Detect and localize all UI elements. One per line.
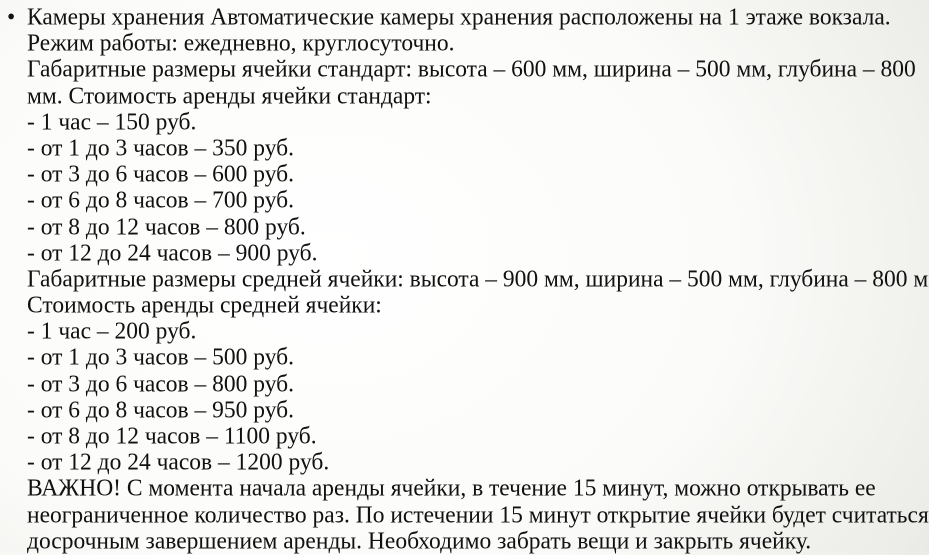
text-line-content: - от 1 до 3 часов – 500 руб. <box>27 343 294 372</box>
text-line-content: - от 8 до 12 часов – 800 руб. <box>27 212 306 241</box>
text-line: Режим работы: ежедневно, круглосуточно. <box>0 30 929 57</box>
text-line: - от 6 до 8 часов – 950 руб. <box>0 396 929 423</box>
text-line-content: Стоимость аренды средней ячейки: <box>27 291 382 319</box>
text-line-content: - 1 час – 200 руб. <box>27 317 197 345</box>
text-line: - от 3 до 6 часов – 600 руб. <box>0 160 929 187</box>
text-line: - 1 час – 200 руб. <box>0 318 929 345</box>
text-line-content: мм. Стоимость аренды ячейки стандарт: <box>27 81 432 110</box>
text-line: Габаритные размеры ячейки стандарт: высо… <box>0 56 929 83</box>
text-line: ВАЖНО! С момента начала аренды ячейки, в… <box>0 475 929 502</box>
text-line: неограниченное количество раз. По истече… <box>0 501 929 528</box>
text-line: - 1 час – 150 руб. <box>0 108 929 135</box>
bullet-icon: • <box>7 3 16 31</box>
text-line: • Камеры хранения Автоматические камеры … <box>0 3 929 30</box>
text-line-content: неограниченное количество раз. По истече… <box>27 500 929 529</box>
text-line-content: - от 6 до 8 часов – 950 руб. <box>27 396 294 424</box>
text-line: - от 12 до 24 часов – 900 руб. <box>0 239 929 266</box>
text-line: мм. Стоимость аренды ячейки стандарт: <box>0 82 929 109</box>
text-line-content: Габаритные размеры ячейки стандарт: высо… <box>27 55 916 84</box>
text-line-content: Габаритные размеры средней ячейки: высот… <box>27 265 929 293</box>
text-line: - от 8 до 12 часов – 1100 руб. <box>0 422 929 449</box>
text-line: - от 12 до 24 часов – 1200 руб. <box>0 449 929 476</box>
text-line-content: досрочным завершением аренды. Необходимо… <box>27 527 812 555</box>
text-line-content: - от 1 до 3 часов – 350 руб. <box>27 134 294 162</box>
document-body: • Камеры хранения Автоматические камеры … <box>0 3 929 554</box>
text-line: - от 6 до 8 часов – 700 руб. <box>0 187 929 214</box>
text-line-content: Камеры хранения Автоматические камеры хр… <box>27 3 891 31</box>
text-line: - от 3 до 6 часов – 800 руб. <box>0 370 929 397</box>
text-line-content: - 1 час – 150 руб. <box>27 108 197 136</box>
text-line: Стоимость аренды средней ячейки: <box>0 291 929 318</box>
text-line: - от 8 до 12 часов – 800 руб. <box>0 213 929 240</box>
text-line-content: - от 3 до 6 часов – 800 руб. <box>27 369 294 398</box>
text-line-content: - от 6 до 8 часов – 700 руб. <box>27 186 294 214</box>
text-line-content: - от 12 до 24 часов – 900 руб. <box>27 239 318 267</box>
text-line: - от 1 до 3 часов – 350 руб. <box>0 134 929 161</box>
text-line-content: - от 3 до 6 часов – 600 руб. <box>27 160 294 188</box>
text-line-content: Режим работы: ежедневно, круглосуточно. <box>27 29 455 57</box>
text-line-content: - от 12 до 24 часов – 1200 руб. <box>27 448 330 476</box>
text-line: - от 1 до 3 часов – 500 руб. <box>0 344 929 371</box>
text-line-content: ВАЖНО! С момента начала аренды ячейки, в… <box>27 474 876 503</box>
text-line-content: - от 8 до 12 часов – 1100 руб. <box>27 422 317 450</box>
text-line: досрочным завершением аренды. Необходимо… <box>0 527 929 554</box>
text-line: Габаритные размеры средней ячейки: высот… <box>0 265 929 292</box>
